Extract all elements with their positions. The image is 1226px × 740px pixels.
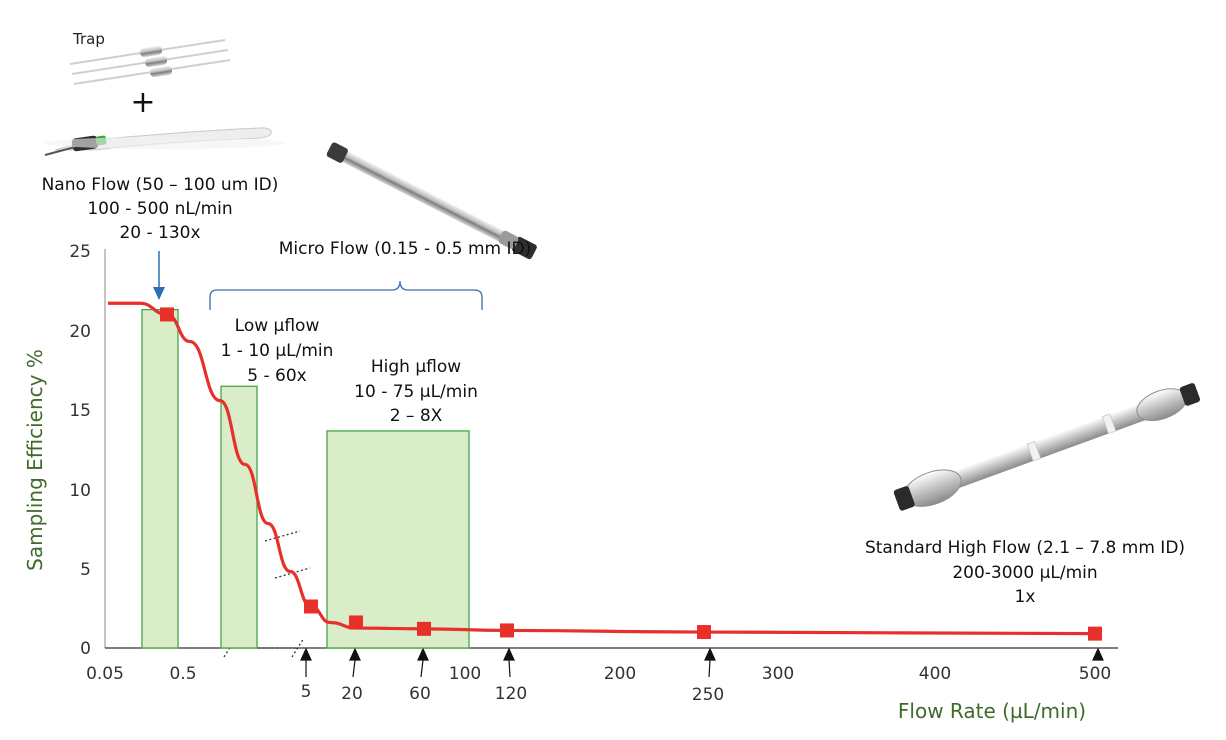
data-point: [160, 307, 174, 322]
high-uflow-factor: 2 – 8X: [390, 406, 443, 426]
x-arrow-tick-label: 120: [495, 684, 527, 704]
data-point: [1088, 626, 1102, 641]
standard-flow-factor: 1x: [1015, 587, 1036, 607]
bar-low: [220, 385, 258, 649]
y-tick-label: 0: [80, 639, 91, 659]
y-tick-label: 5: [80, 560, 91, 580]
nano-flow-rate: 100 - 500 nL/min: [87, 199, 232, 219]
nano-flow-label: Nano Flow (50 – 100 um ID): [42, 175, 279, 195]
x-axis-title: Flow Rate (µL/min): [898, 699, 1086, 723]
x-tick-label: 200: [604, 664, 636, 684]
y-tick-label: 10: [69, 481, 91, 501]
x-tick-label: 300: [762, 664, 794, 684]
standard-column-illustration: [893, 383, 1201, 511]
data-point: [349, 615, 363, 630]
nano-flow-factor: 20 - 130x: [119, 223, 200, 243]
standard-flow-rate: 200-3000 µL/min: [952, 563, 1097, 583]
nano-pointer-arrow: [153, 251, 165, 300]
plus-sign: +: [130, 85, 155, 120]
data-point: [304, 599, 318, 614]
data-point: [697, 625, 711, 640]
arrow-tick: [349, 647, 361, 678]
x-arrow-ticks: [300, 647, 1104, 678]
y-tick-label: 20: [69, 322, 91, 342]
trap-label: Trap: [72, 30, 105, 48]
standard-flow-label: Standard High Flow (2.1 – 7.8 mm ID): [865, 538, 1185, 558]
x-tick-labels: 0.05 0.5 100 200 300 400 500: [86, 664, 1111, 684]
x-arrow-tick-label: 250: [692, 685, 724, 705]
arrow-tick: [1092, 647, 1104, 661]
x-arrow-tick-labels: 5 20 60 120 250: [301, 682, 725, 705]
low-uflow-factor: 5 - 60x: [247, 366, 306, 386]
x-tick-label: 0.05: [86, 664, 124, 684]
y-tick-labels: 0 5 10 15 20 25: [69, 242, 91, 659]
y-axis-title: Sampling Efficiency %: [23, 349, 47, 571]
x-arrow-tick-label: 20: [341, 684, 363, 704]
x-tick-label: 400: [919, 664, 951, 684]
data-point: [500, 623, 514, 638]
high-uflow-rate: 10 - 75 µL/min: [354, 382, 478, 402]
arrow-tick: [704, 647, 716, 678]
nano-column-illustration: [44, 127, 285, 156]
x-arrow-tick-label: 60: [409, 684, 431, 704]
y-tick-label: 15: [69, 401, 91, 421]
range-bars: [141, 308, 470, 649]
micro-column-illustration: [326, 142, 537, 260]
arrow-tick: [417, 647, 429, 678]
micro-flow-bracket: [209, 280, 483, 310]
low-uflow-rate: 1 - 10 µL/min: [221, 341, 334, 361]
y-tick-label: 25: [69, 242, 91, 262]
arrow-tick: [300, 647, 312, 677]
micro-flow-label: Micro Flow (0.15 - 0.5 mm ID): [279, 239, 532, 259]
x-tick-label: 500: [1079, 664, 1111, 684]
x-tick-label: 0.5: [169, 664, 196, 684]
low-uflow-label: Low µflow: [235, 316, 320, 336]
bar-nano: [141, 308, 179, 649]
data-point-markers: [160, 307, 1102, 641]
data-point: [417, 621, 431, 636]
x-arrow-tick-label: 5: [301, 682, 312, 702]
high-uflow-label: High µflow: [371, 357, 461, 377]
trap-column-illustration: [69, 39, 231, 85]
x-tick-label: 100: [449, 664, 481, 684]
bar-high: [326, 430, 470, 649]
arrow-tick: [503, 647, 515, 678]
